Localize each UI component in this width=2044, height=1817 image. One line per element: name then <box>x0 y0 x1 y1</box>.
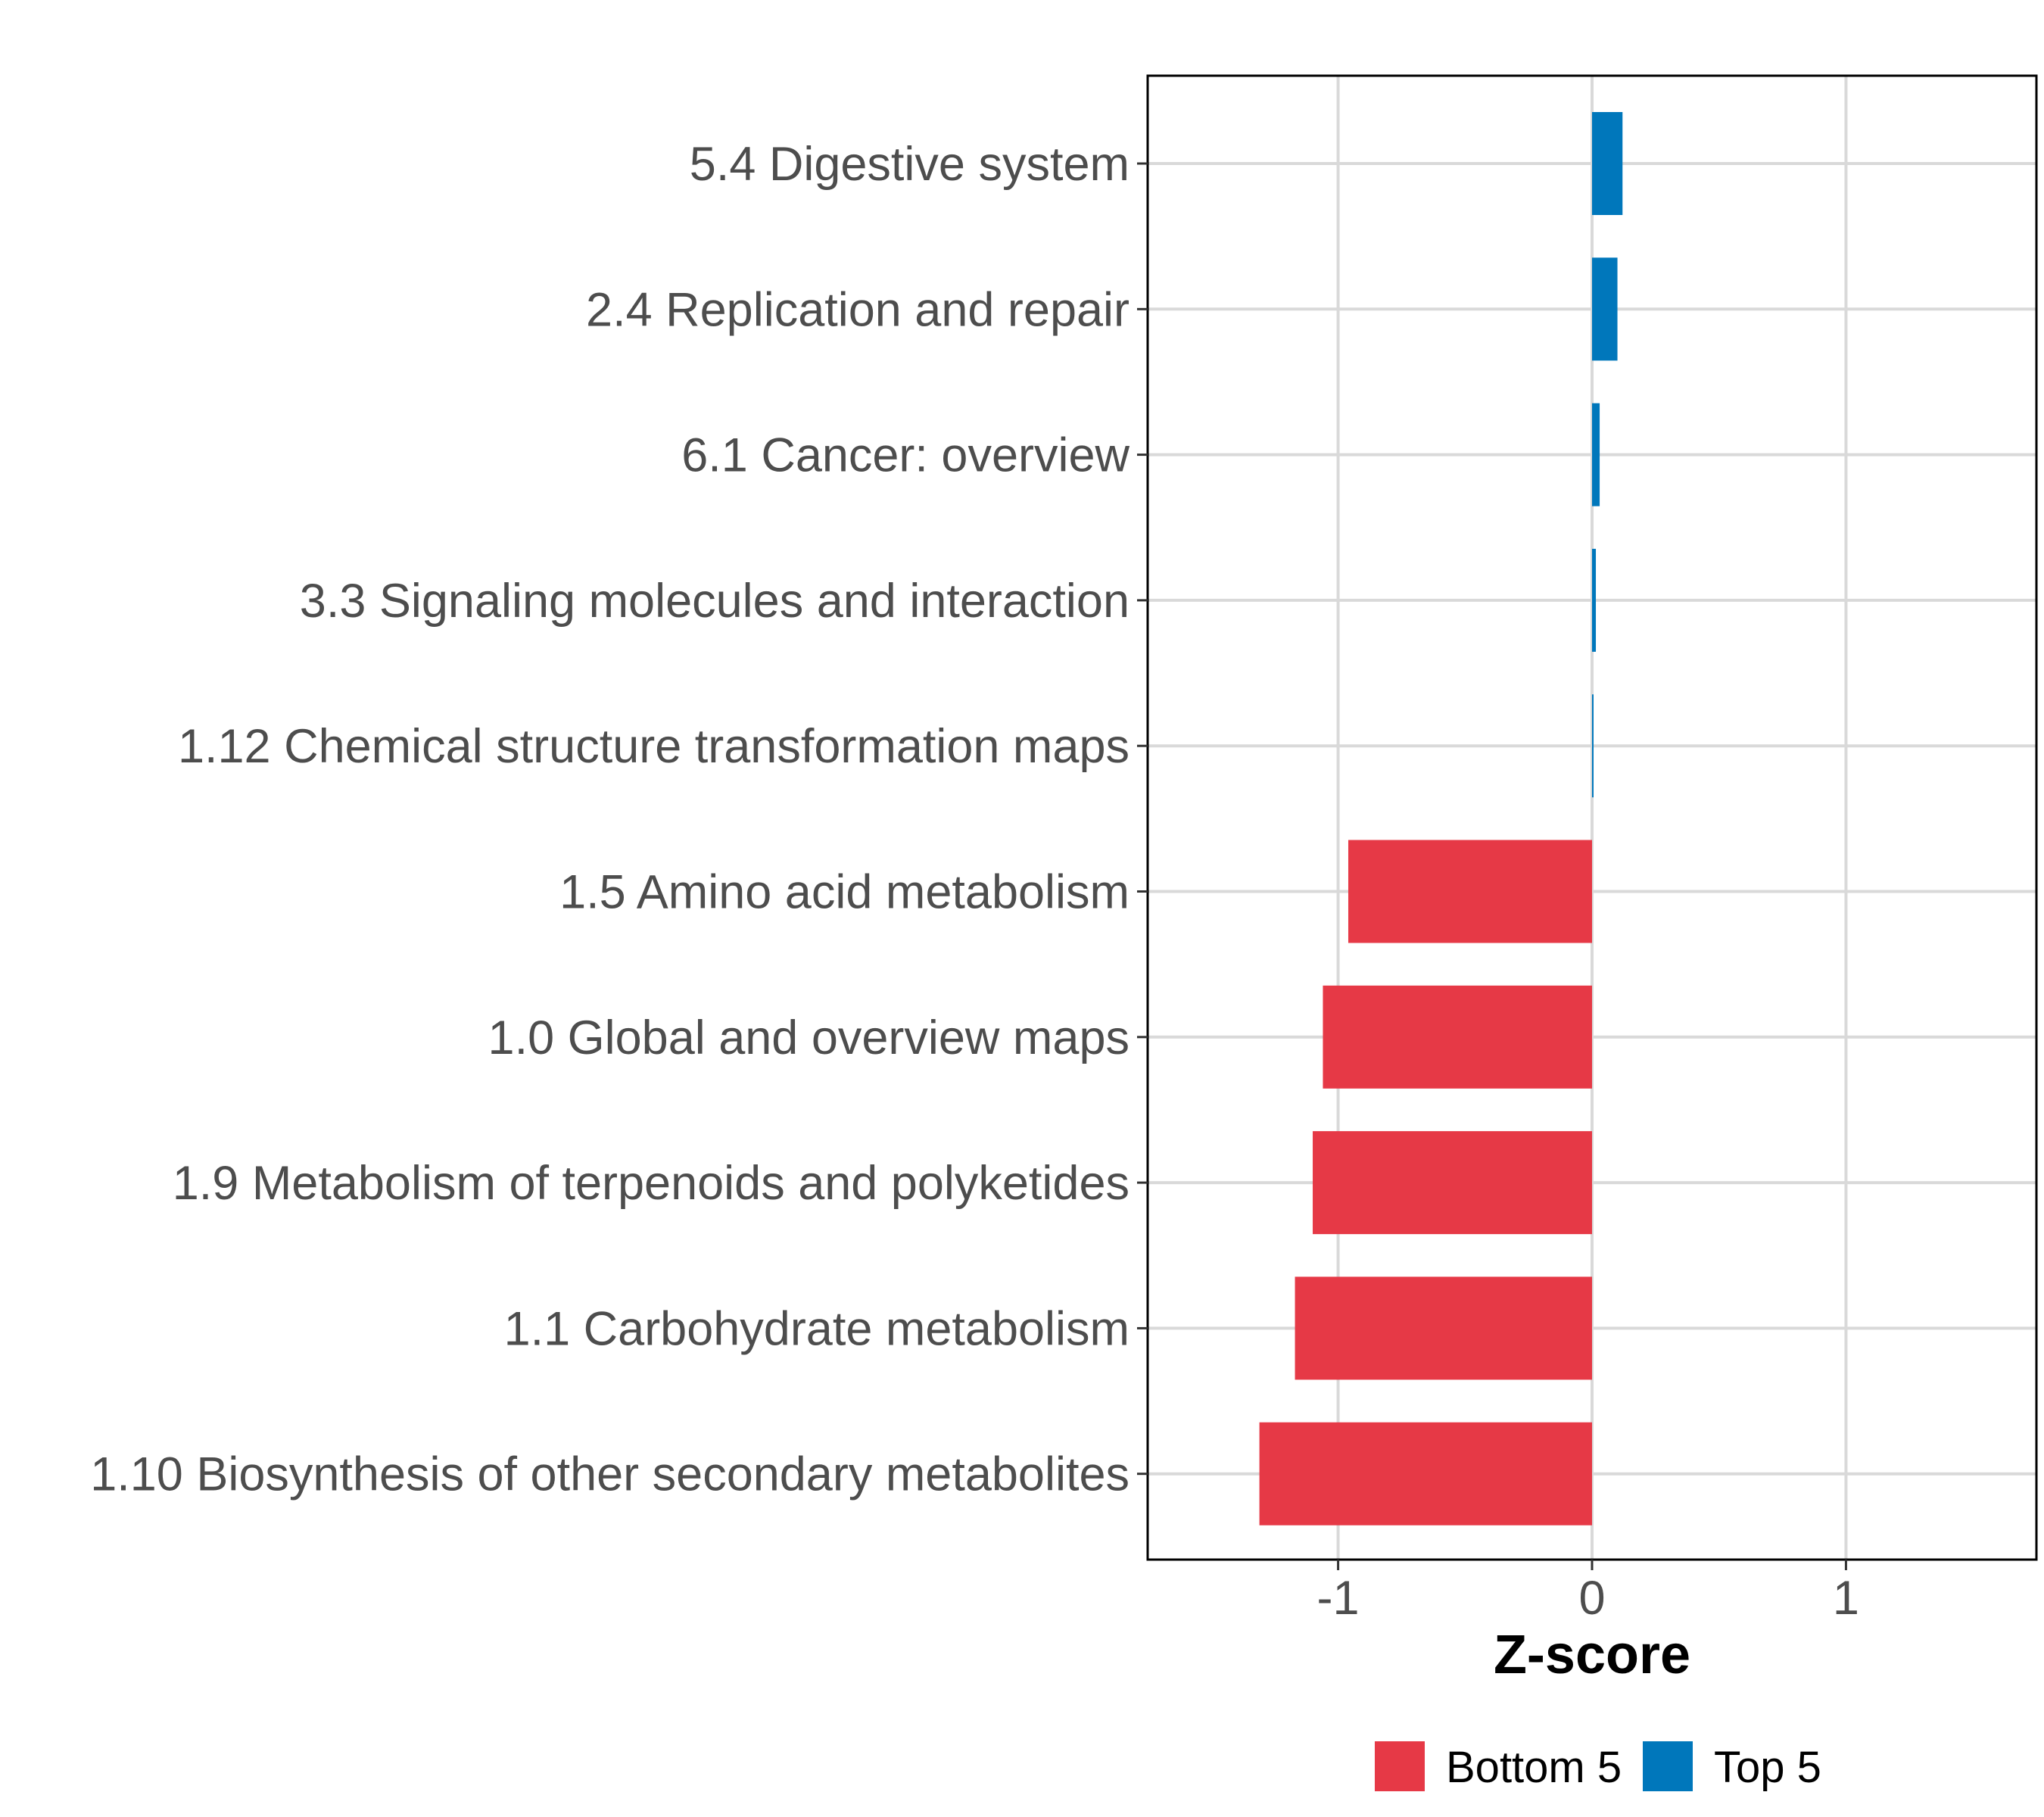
y-axis: 5.4 Digestive system 2.4 Replication and … <box>90 138 1148 1501</box>
x-tick-label: 1 <box>1833 1572 1859 1625</box>
bar <box>1348 840 1592 943</box>
bar-layer <box>1259 112 1623 1526</box>
x-axis: -1 0 1 <box>1317 1560 1859 1625</box>
y-tick-label: 1.0 Global and overview maps <box>488 1011 1129 1064</box>
bar <box>1323 985 1592 1089</box>
y-tick-label: 2.4 Replication and repair <box>586 283 1129 336</box>
bar <box>1295 1276 1592 1380</box>
legend-label-top-5: Top 5 <box>1714 1743 1821 1792</box>
bar <box>1592 403 1600 506</box>
y-tick-label: 1.10 Biosynthesis of other secondary met… <box>90 1448 1129 1501</box>
y-tick-label: 3.3 Signaling molecules and interaction <box>300 575 1129 628</box>
bar <box>1592 112 1623 215</box>
bar <box>1313 1131 1592 1235</box>
bar <box>1592 548 1597 652</box>
bar <box>1592 694 1594 798</box>
legend: Bottom 5 Top 5 <box>1375 1741 1821 1792</box>
y-tick-label: 1.12 Chemical structure transformation m… <box>178 720 1129 773</box>
y-tick-label: 6.1 Cancer: overview <box>681 429 1129 482</box>
legend-label-bottom-5: Bottom 5 <box>1446 1743 1622 1792</box>
legend-swatch-top-5 <box>1643 1741 1693 1791</box>
x-tick-label: 0 <box>1578 1572 1605 1625</box>
y-tick-label: 1.9 Metabolism of terpenoids and polyket… <box>173 1157 1129 1210</box>
y-tick-label: 1.5 Amino acid metabolism <box>559 866 1129 919</box>
bar <box>1259 1422 1592 1526</box>
legend-swatch-bottom-5 <box>1375 1741 1425 1791</box>
x-axis-title: Z-score <box>1494 1625 1690 1685</box>
y-tick-label: 1.1 Carbohydrate metabolism <box>504 1302 1129 1355</box>
y-tick-label: 5.4 Digestive system <box>690 138 1129 191</box>
bar <box>1592 257 1618 361</box>
x-tick-label: -1 <box>1317 1572 1360 1625</box>
